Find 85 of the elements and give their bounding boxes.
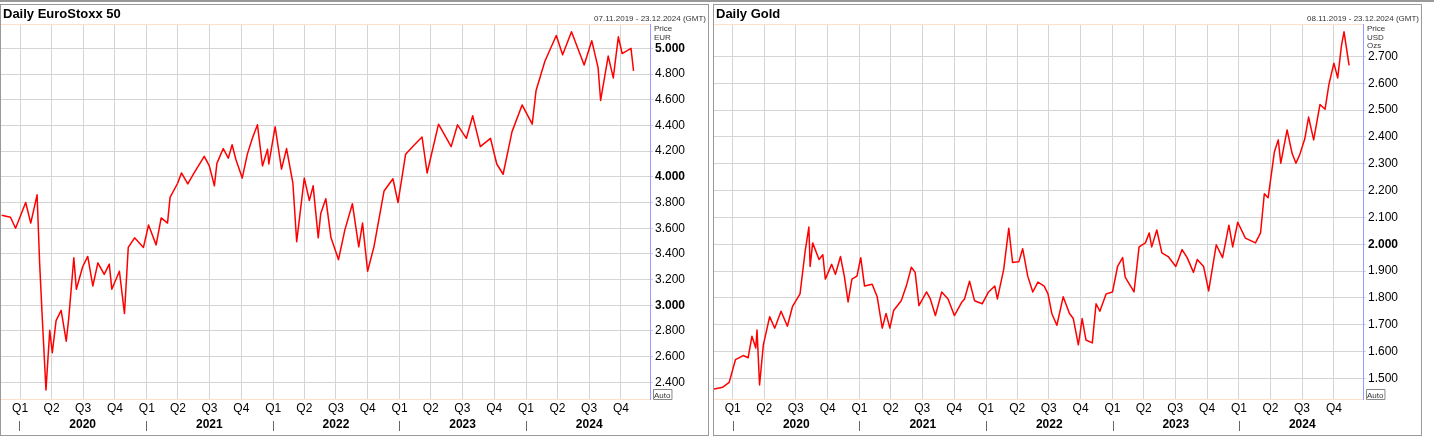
x2-tick-label: Q2	[422, 401, 440, 416]
x2-tick-label: Q1	[724, 401, 742, 416]
x-tick-label: 2024	[575, 417, 603, 432]
x2-tick-label: Q3	[1040, 401, 1058, 416]
x2-tick-label: Q3	[201, 401, 218, 416]
x2-tick-label: Q1	[1104, 401, 1121, 416]
y-tick-label: 4.600	[655, 92, 686, 107]
y-tick-label: 3.000	[655, 297, 686, 312]
x2-tick-label: Q4	[612, 401, 630, 416]
x-tick-label: 2024	[1288, 417, 1316, 432]
x2-tick-label: Q1	[12, 401, 29, 416]
x2-tick-label: Q1	[518, 401, 535, 416]
y-tick-label: 1.600	[1368, 343, 1399, 358]
x2-tick-label: Q4	[946, 401, 963, 416]
x2-tick-label: Q1	[265, 401, 282, 416]
y-tick-label: 2.500	[1368, 102, 1399, 117]
x2-tick-label: Q2	[296, 401, 313, 416]
x2-tick-label: Q3	[1294, 401, 1311, 416]
x2-tick-label: Q1	[391, 401, 408, 416]
x2-tick-label: Q2	[1135, 401, 1152, 416]
y-tick-label: 2.600	[655, 348, 686, 363]
y-tick-label: 1.500	[1368, 370, 1399, 385]
y-tick-label: 2.100	[1368, 209, 1399, 224]
x2-tick-label: Q4	[1325, 401, 1343, 416]
y-tick-label: 4.200	[655, 143, 686, 158]
y-tick-label: 1.700	[1368, 317, 1399, 332]
y-tick-label: 1.800	[1368, 290, 1399, 305]
y-tick-label: 3.600	[655, 220, 686, 235]
x-tick-label: 2022	[1035, 417, 1063, 432]
y-tick-label: 2.300	[1368, 156, 1399, 171]
x2-tick-label: Q3	[75, 401, 92, 416]
y-tick-label: 4.400	[655, 117, 686, 132]
x2-tick-label: Q4	[359, 401, 377, 416]
y-tick-label: 2.400	[655, 374, 686, 389]
y-tick-label: 5.000	[655, 40, 686, 55]
x2-tick-label: Q2	[882, 401, 900, 416]
y-tick-label: 2.400	[1368, 129, 1399, 144]
y-tick-label: 3.400	[655, 246, 686, 261]
x2-tick-label: Q4	[1199, 401, 1216, 416]
x-tick-label: 2020	[782, 417, 810, 432]
x-tick-label: 2022	[322, 417, 350, 432]
x2-tick-label: Q4	[486, 401, 503, 416]
x2-tick-label: Q1	[851, 401, 868, 416]
text: 07.11.2019 - 23.12.2024 (GMT)	[594, 14, 707, 24]
y-tick-label: 4.800	[655, 66, 686, 81]
x2-tick-label: Q1	[1230, 401, 1248, 416]
x2-tick-label: Q2	[1009, 401, 1026, 416]
x2-tick-label: Q3	[327, 401, 345, 416]
y-tick-label: 1.900	[1368, 263, 1399, 278]
x2-tick-label: Q2	[549, 401, 566, 416]
x-tick-label: 2021	[195, 417, 223, 432]
chart-title: Daily EuroStoxx 50	[3, 6, 121, 22]
x2-tick-label: Q4	[819, 401, 836, 416]
x-tick-label: 2020	[69, 417, 97, 432]
x2-tick-label: Q3	[914, 401, 931, 416]
y-tick-label: 3.800	[655, 194, 686, 209]
x-tick-label: 2023	[449, 417, 477, 432]
x-tick-label: 2023	[1162, 417, 1190, 432]
y-tick-label: 2.600	[1368, 75, 1399, 90]
x2-tick-label: Q3	[581, 401, 598, 416]
x-tick-label: 2021	[909, 417, 937, 432]
x2-tick-label: Q1	[138, 401, 156, 416]
x2-tick-label: Q1	[978, 401, 995, 416]
x2-tick-label: Q4	[233, 401, 250, 416]
y-tick-label: 2.700	[1368, 48, 1399, 63]
text: 08.11.2019 - 23.12.2024 (GMT)	[1307, 14, 1420, 24]
x2-tick-label: Q3	[454, 401, 471, 416]
y-tick-label: 3.200	[655, 271, 686, 286]
chart-title: Daily Gold	[716, 6, 781, 22]
y-axis-title: Price USD Ozs	[1367, 24, 1386, 51]
x2-tick-label: Q3	[1167, 401, 1184, 416]
x2-tick-label: Q2	[43, 401, 60, 416]
y-tick-label: 2.800	[655, 323, 686, 338]
x2-tick-label: Q3	[787, 401, 805, 416]
text: Auto	[1367, 391, 1385, 401]
text: Auto	[654, 391, 672, 401]
x2-tick-label: Q2	[1262, 401, 1279, 416]
y-tick-label: 2.000	[1368, 236, 1399, 251]
x2-tick-label: Q2	[169, 401, 187, 416]
x2-tick-label: Q2	[756, 401, 773, 416]
y-tick-label: 4.000	[655, 169, 686, 184]
y-axis-title: Price EUR	[654, 24, 673, 42]
x2-tick-label: Q4	[106, 401, 124, 416]
y-tick-label: 2.200	[1368, 182, 1399, 197]
x2-tick-label: Q4	[1072, 401, 1089, 416]
